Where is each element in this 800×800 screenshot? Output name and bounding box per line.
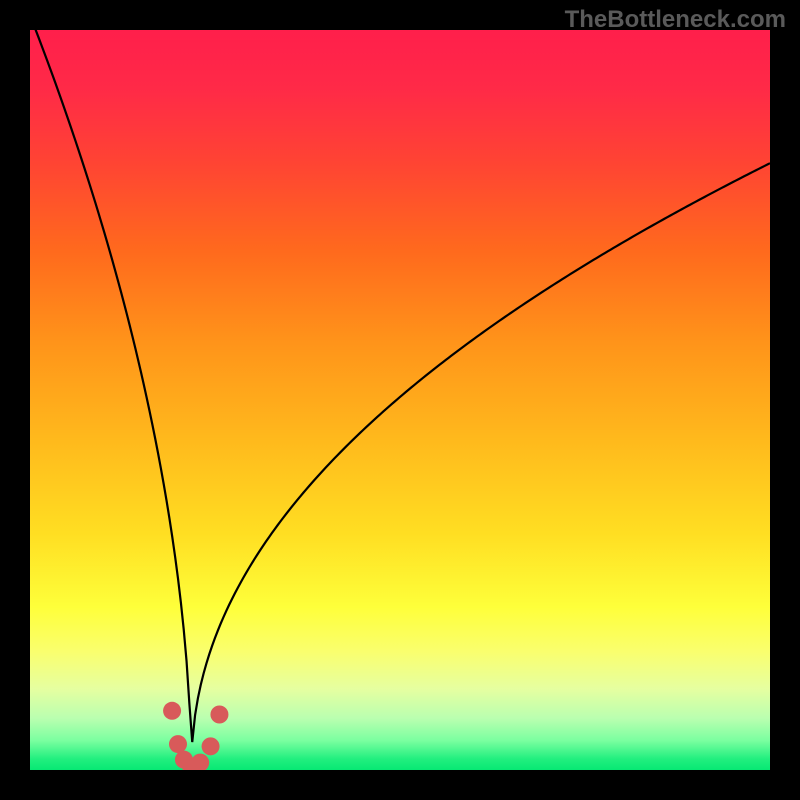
curve-marker [210,706,228,724]
curve-marker [191,754,209,772]
watermark-text: TheBottleneck.com [565,6,786,34]
curve-marker [202,737,220,755]
gradient-background [30,30,770,770]
curve-marker [163,702,181,720]
curve-marker [169,735,187,753]
bottleneck-chart [0,0,800,800]
chart-container: TheBottleneck.com [0,0,800,800]
